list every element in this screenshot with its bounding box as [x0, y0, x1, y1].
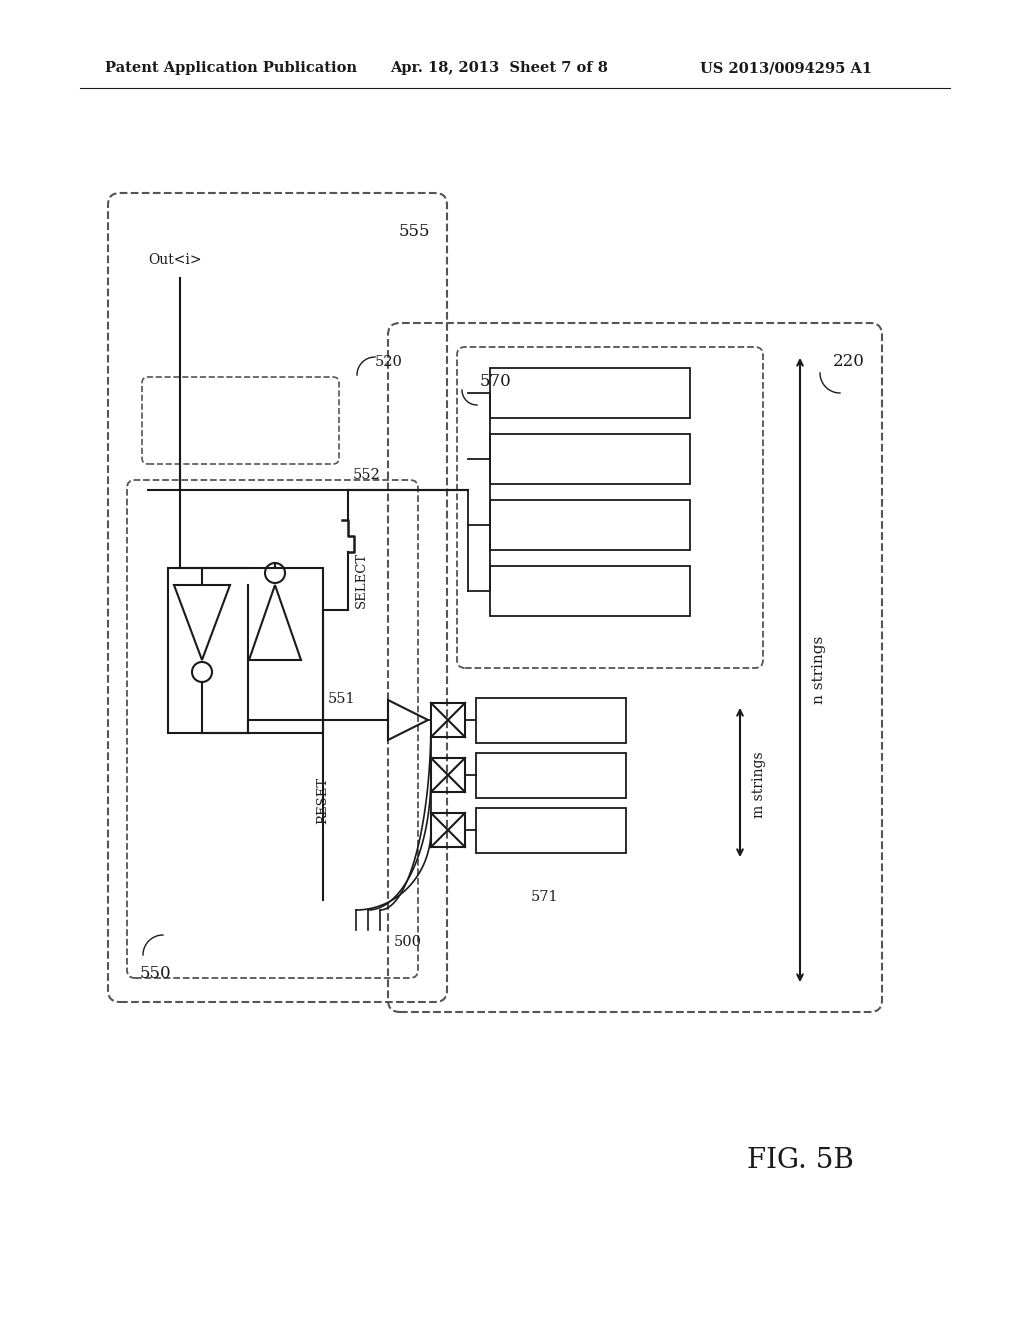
Text: 500: 500	[394, 935, 422, 949]
Bar	[431, 758, 465, 792]
Text: 555: 555	[398, 223, 430, 240]
Bar	[476, 808, 626, 853]
Bar	[490, 434, 690, 484]
Text: 551: 551	[328, 692, 355, 706]
Text: 552: 552	[353, 469, 381, 482]
Text: m strings: m strings	[752, 751, 766, 818]
Text: FIG. 5B: FIG. 5B	[746, 1147, 853, 1173]
Text: 220: 220	[834, 352, 865, 370]
Bar	[490, 500, 690, 550]
Text: n strings: n strings	[812, 636, 826, 704]
Bar	[476, 752, 626, 799]
Text: 571: 571	[531, 890, 559, 904]
Bar	[168, 568, 323, 733]
Bar	[490, 368, 690, 418]
Text: SELECT: SELECT	[355, 552, 368, 609]
Text: Apr. 18, 2013  Sheet 7 of 8: Apr. 18, 2013 Sheet 7 of 8	[390, 61, 608, 75]
Text: US 2013/0094295 A1: US 2013/0094295 A1	[700, 61, 872, 75]
Text: RESET: RESET	[316, 776, 330, 824]
Bar	[431, 813, 465, 847]
Bar	[476, 698, 626, 743]
Text: Out<i>: Out<i>	[148, 253, 202, 267]
Text: 520: 520	[375, 355, 402, 370]
Text: 550: 550	[140, 965, 172, 982]
Bar	[431, 704, 465, 737]
Text: Patent Application Publication: Patent Application Publication	[105, 61, 357, 75]
Text: 570: 570	[480, 374, 512, 389]
Bar	[490, 566, 690, 616]
